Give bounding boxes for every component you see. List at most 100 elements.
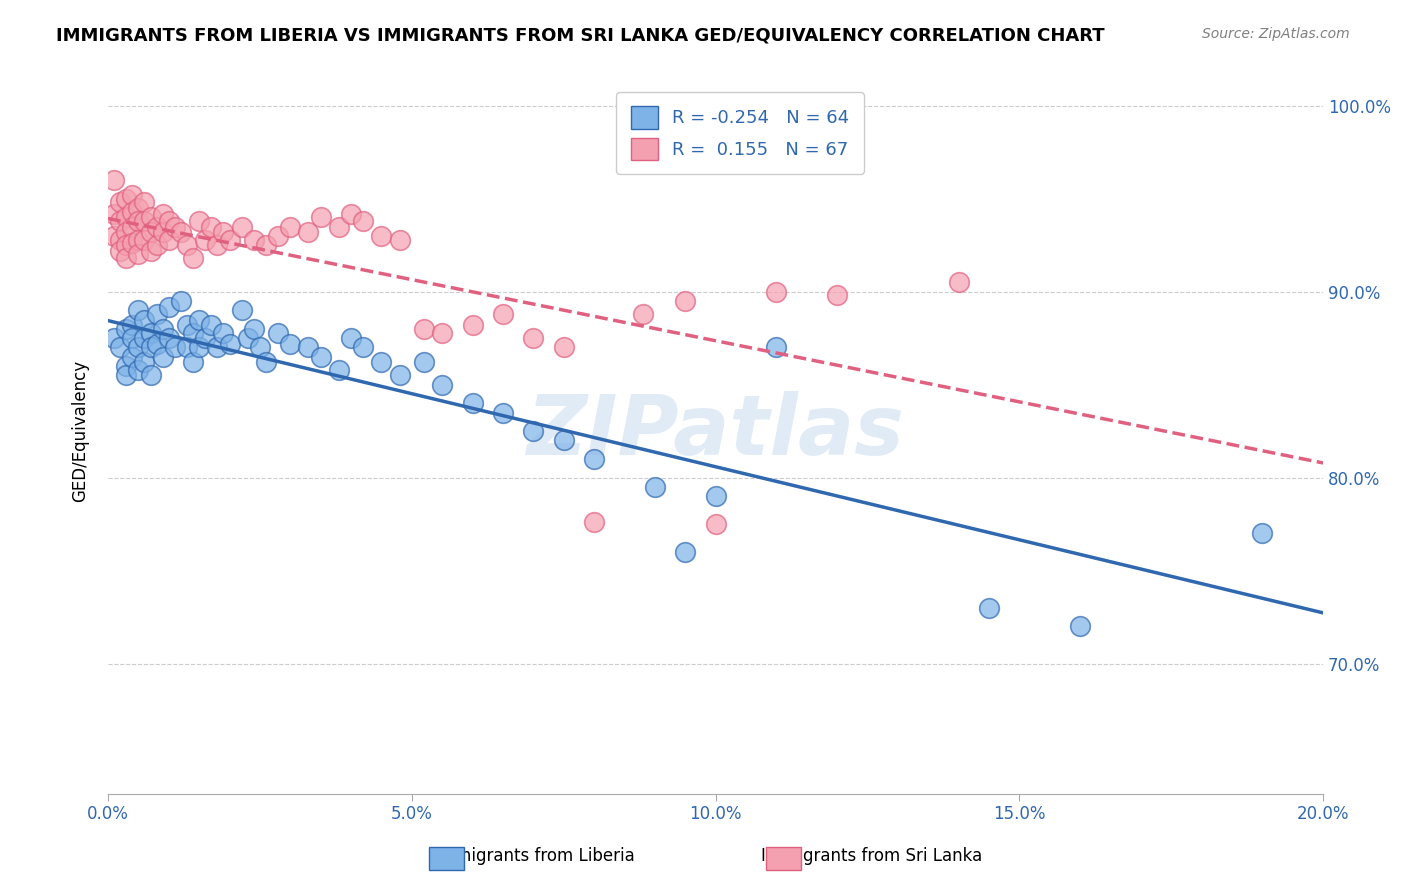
Point [249,340,271,354]
Point [340,331,363,345]
Point [134,312,156,326]
Point [188,312,211,326]
Point [278,336,301,351]
Text: Immigrants from Liberia: Immigrants from Liberia [434,847,634,865]
Point [115,359,138,373]
Point [254,238,277,252]
Point [121,204,143,219]
Point [108,233,131,247]
Point [134,214,156,228]
Point [127,340,149,354]
Point [765,340,787,354]
Point [254,355,277,369]
Point [1251,526,1274,541]
Point [430,377,453,392]
Point [461,318,484,332]
Point [176,238,198,252]
Point [278,219,301,234]
Point [181,355,204,369]
Point [673,293,696,308]
Point [163,219,186,234]
Point [461,396,484,410]
Point [243,322,266,336]
Point [176,340,198,354]
Text: ZIPatlas: ZIPatlas [527,391,904,472]
Point [139,326,162,340]
Point [152,206,174,220]
Point [388,368,411,383]
Point [212,225,235,239]
Point [413,355,436,369]
Point [170,225,193,239]
Point [765,285,787,299]
Point [236,331,259,345]
Point [134,233,156,247]
Point [115,322,138,336]
Point [152,322,174,336]
Point [108,195,131,210]
Point [553,340,575,354]
Point [157,331,180,345]
Point [188,214,211,228]
Point [207,340,229,354]
Point [115,238,138,252]
Point [212,326,235,340]
Point [115,251,138,265]
Point [127,247,149,261]
Point [583,515,606,529]
Point [328,363,350,377]
Point [145,219,167,234]
Point [139,211,162,225]
Point [231,303,253,318]
Point [704,489,727,503]
Point [181,326,204,340]
Point [553,434,575,448]
Point [200,219,222,234]
Point [522,331,544,345]
Point [297,225,319,239]
Point [631,307,654,321]
Point [194,331,217,345]
Point [145,307,167,321]
Point [121,350,143,364]
Point [522,424,544,438]
Point [492,307,515,321]
Point [243,233,266,247]
Point [145,238,167,252]
Point [170,293,193,308]
Point [825,288,848,302]
Point [1069,619,1091,633]
Point [115,192,138,206]
Point [583,452,606,467]
Text: Immigrants from Sri Lanka: Immigrants from Sri Lanka [761,847,983,865]
Point [267,326,290,340]
Point [157,233,180,247]
Point [207,238,229,252]
Point [139,244,162,258]
Point [121,236,143,251]
Point [145,336,167,351]
Point [152,225,174,239]
Point [309,350,332,364]
Point [103,206,125,220]
Point [352,340,374,354]
Point [200,318,222,332]
Point [370,355,392,369]
Point [152,350,174,364]
Point [352,214,374,228]
Point [388,233,411,247]
Point [127,363,149,377]
Point [115,211,138,225]
Point [121,318,143,332]
Point [188,340,211,354]
Point [103,228,125,243]
Point [163,340,186,354]
Point [103,331,125,345]
Point [139,340,162,354]
Point [340,206,363,220]
Point [231,219,253,234]
Point [297,340,319,354]
Text: IMMIGRANTS FROM LIBERIA VS IMMIGRANTS FROM SRI LANKA GED/EQUIVALENCY CORRELATION: IMMIGRANTS FROM LIBERIA VS IMMIGRANTS FR… [56,27,1105,45]
Point [121,331,143,345]
Point [127,233,149,247]
